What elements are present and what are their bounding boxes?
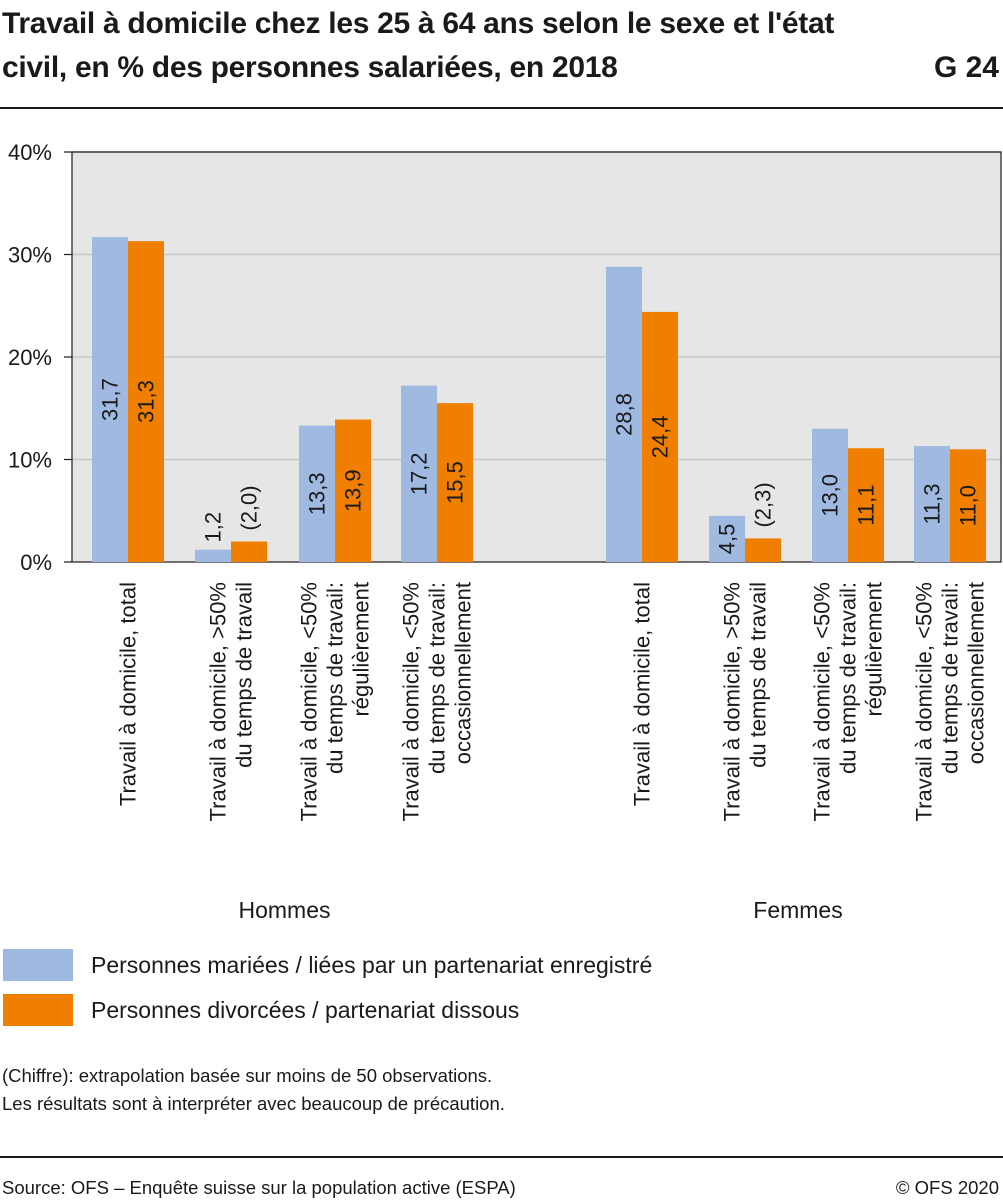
bar: [335, 419, 371, 562]
bar-value-label: (2,0): [237, 485, 262, 530]
bar: [299, 425, 335, 562]
bar: [401, 385, 437, 562]
y-tick-label: 20%: [8, 345, 52, 370]
bar-value-label: 4,5: [715, 524, 740, 555]
source-text: Source: OFS – Enquête suisse sur la popu…: [2, 1177, 516, 1198]
copyright-text: © OFS 2020: [895, 1177, 999, 1198]
bar: [745, 538, 781, 562]
legend-item-divorced: Personnes divorcées / partenariat dissou…: [3, 994, 519, 1026]
legend-label-divorced: Personnes divorcées / partenariat dissou…: [91, 996, 520, 1023]
y-tick-label: 0%: [20, 550, 52, 575]
x-category-label: occasionnellement: [451, 582, 476, 764]
y-tick-label: 30%: [8, 243, 52, 268]
x-category-label: régulièrement: [862, 582, 887, 717]
legend-swatch-married: [3, 949, 73, 981]
bar: [231, 541, 267, 562]
legend-swatch-divorced: [3, 994, 73, 1026]
x-category-label: régulièrement: [349, 582, 374, 717]
bar-value-label: (2,3): [751, 482, 776, 527]
x-category-label: Travail à domicile, total: [630, 582, 655, 806]
footnote-extrapolation: (Chiffre): extrapolation basée sur moins…: [2, 1065, 493, 1086]
bar-value-label: 11,1: [854, 485, 879, 526]
bar-value-label: 28,8: [612, 393, 637, 436]
legend-label-married: Personnes mariées / liées par un partena…: [91, 951, 653, 978]
x-category-label: Travail à domicile, <50%: [297, 582, 322, 821]
group-label-femmes: Femmes: [753, 897, 842, 923]
bar: [437, 403, 473, 562]
x-category-label: Travail à domicile, >50%: [206, 582, 231, 821]
x-category-label: Travail à domicile, total: [116, 582, 141, 806]
bar-value-label: 15,5: [443, 461, 468, 504]
bar: [128, 241, 164, 563]
plot-frame: [71, 151, 1002, 563]
chart-number: G 24: [933, 51, 999, 84]
bar: [848, 448, 884, 562]
bar: [195, 549, 231, 562]
bar-value-label: 13,3: [305, 472, 330, 515]
bar: [92, 237, 128, 562]
bar: [950, 449, 986, 562]
group-label-hommes: Hommes: [238, 897, 330, 923]
bar: [709, 515, 745, 562]
x-category-label: Travail à domicile, <50%: [399, 582, 424, 821]
y-tick-label: 40%: [8, 140, 52, 165]
bar: [914, 446, 950, 562]
legend-item-married: Personnes mariées / liées par un partena…: [3, 949, 652, 981]
x-category-label: Travail à domicile, <50%: [912, 582, 937, 821]
chart-title: Travail à domicile chez les 25 à 64 ans …: [2, 7, 835, 84]
x-category-label: du temps de travail: [746, 582, 771, 768]
x-category-label: Travail à domicile, >50%: [720, 582, 745, 821]
bar-value-label: 24,4: [648, 416, 673, 459]
bar-value-label: 13,0: [818, 474, 843, 517]
y-tick-label: 10%: [8, 448, 52, 473]
x-category-label: du temps de travail:: [938, 582, 963, 774]
x-category-label: du temps de travail:: [425, 582, 450, 774]
x-category-label: Travail à domicile, <50%: [810, 582, 835, 821]
bar: [642, 311, 678, 562]
bar-value-label: 13,9: [341, 469, 366, 512]
bar-value-label: 17,2: [407, 452, 432, 495]
bar-value-label: 11,0: [956, 485, 981, 526]
bar-value-label: 31,7: [98, 378, 123, 421]
x-category-label: occasionnellement: [964, 582, 989, 764]
bar: [606, 266, 642, 562]
footnote-caution: Les résultats sont à interpréter avec be…: [2, 1093, 505, 1114]
bar: [812, 428, 848, 562]
x-category-label: du temps de travail:: [323, 582, 348, 774]
bottom-rule: [0, 1156, 1003, 1158]
x-category-label: du temps de travail:: [836, 582, 861, 774]
top-rule: [0, 107, 1003, 109]
bar-chart: 0% 10% 20% 30% 40% 31,7 31,3 1,2 (2,0) 13,3 13,9 17…: [8, 140, 1002, 923]
bar-value-label: 11,3: [920, 483, 945, 524]
x-category-label: du temps de travail: [232, 582, 257, 768]
bar-value-label: 1,2: [201, 512, 226, 543]
bar-value-label: 31,3: [134, 380, 159, 423]
